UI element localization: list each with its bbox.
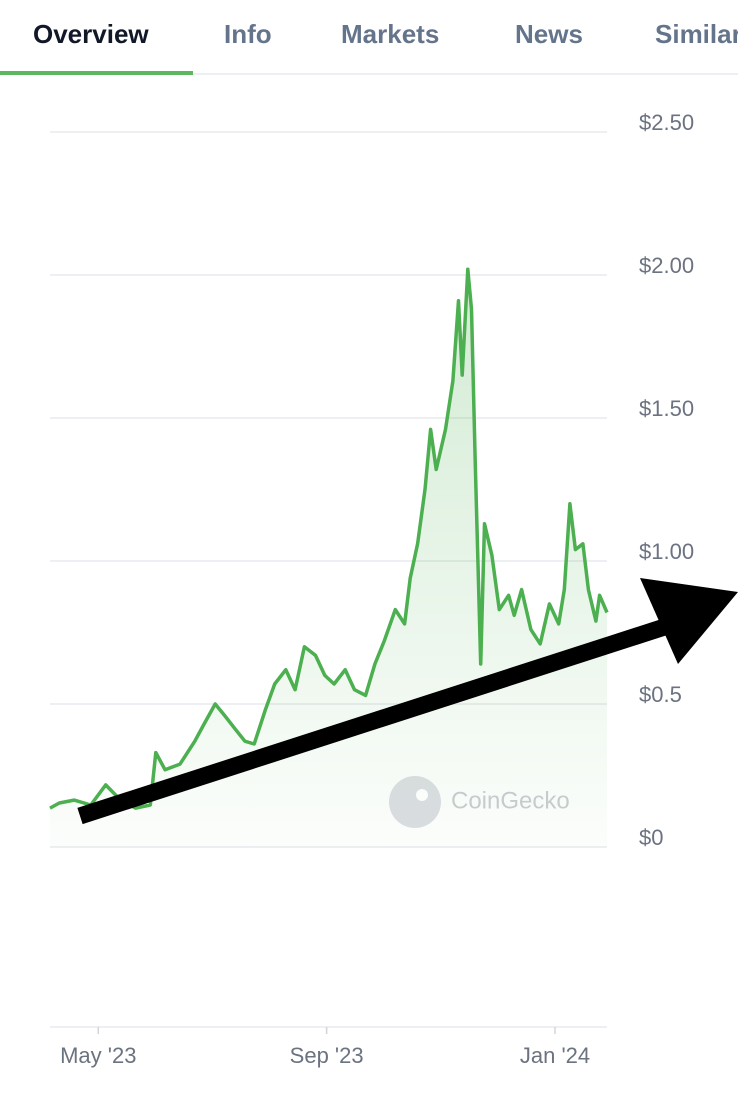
arrow-shaft [77, 613, 683, 825]
x-tick-label: Sep '23 [290, 1043, 364, 1068]
arrow-annotation [77, 578, 738, 825]
price-line [49, 267, 609, 810]
y-tick-label: $2.50 [639, 110, 694, 135]
watermark: CoinGecko [389, 776, 570, 828]
tab[interactable]: Info [224, 19, 272, 49]
price-area [50, 269, 607, 847]
plot: $0 $0.5 $1.00 $1.50 $2.00 $2.50 May '23 Sep '23… [49, 110, 694, 1068]
active-tab-indicator [0, 71, 193, 75]
tab-bar: Overview Info Markets News Similar [0, 19, 738, 75]
watermark-logo [389, 776, 441, 828]
tab[interactable]: Overview [33, 19, 149, 49]
tab[interactable]: News [515, 19, 583, 49]
y-tick-label: $0 [639, 825, 663, 850]
y-tick-label: $1.00 [639, 539, 694, 564]
tab[interactable]: Markets [341, 19, 439, 49]
x-tick-label: Jan '24 [520, 1043, 590, 1068]
x-tick-label: May '23 [60, 1043, 136, 1068]
y-tick-label: $1.50 [639, 396, 694, 421]
tab[interactable]: Similar [655, 19, 738, 49]
watermark-logo-eye [416, 789, 428, 801]
y-tick-label: $0.5 [639, 682, 682, 707]
arrow-head [640, 578, 738, 664]
watermark-text: CoinGecko [451, 787, 570, 814]
y-tick-label: $2.00 [639, 253, 694, 278]
